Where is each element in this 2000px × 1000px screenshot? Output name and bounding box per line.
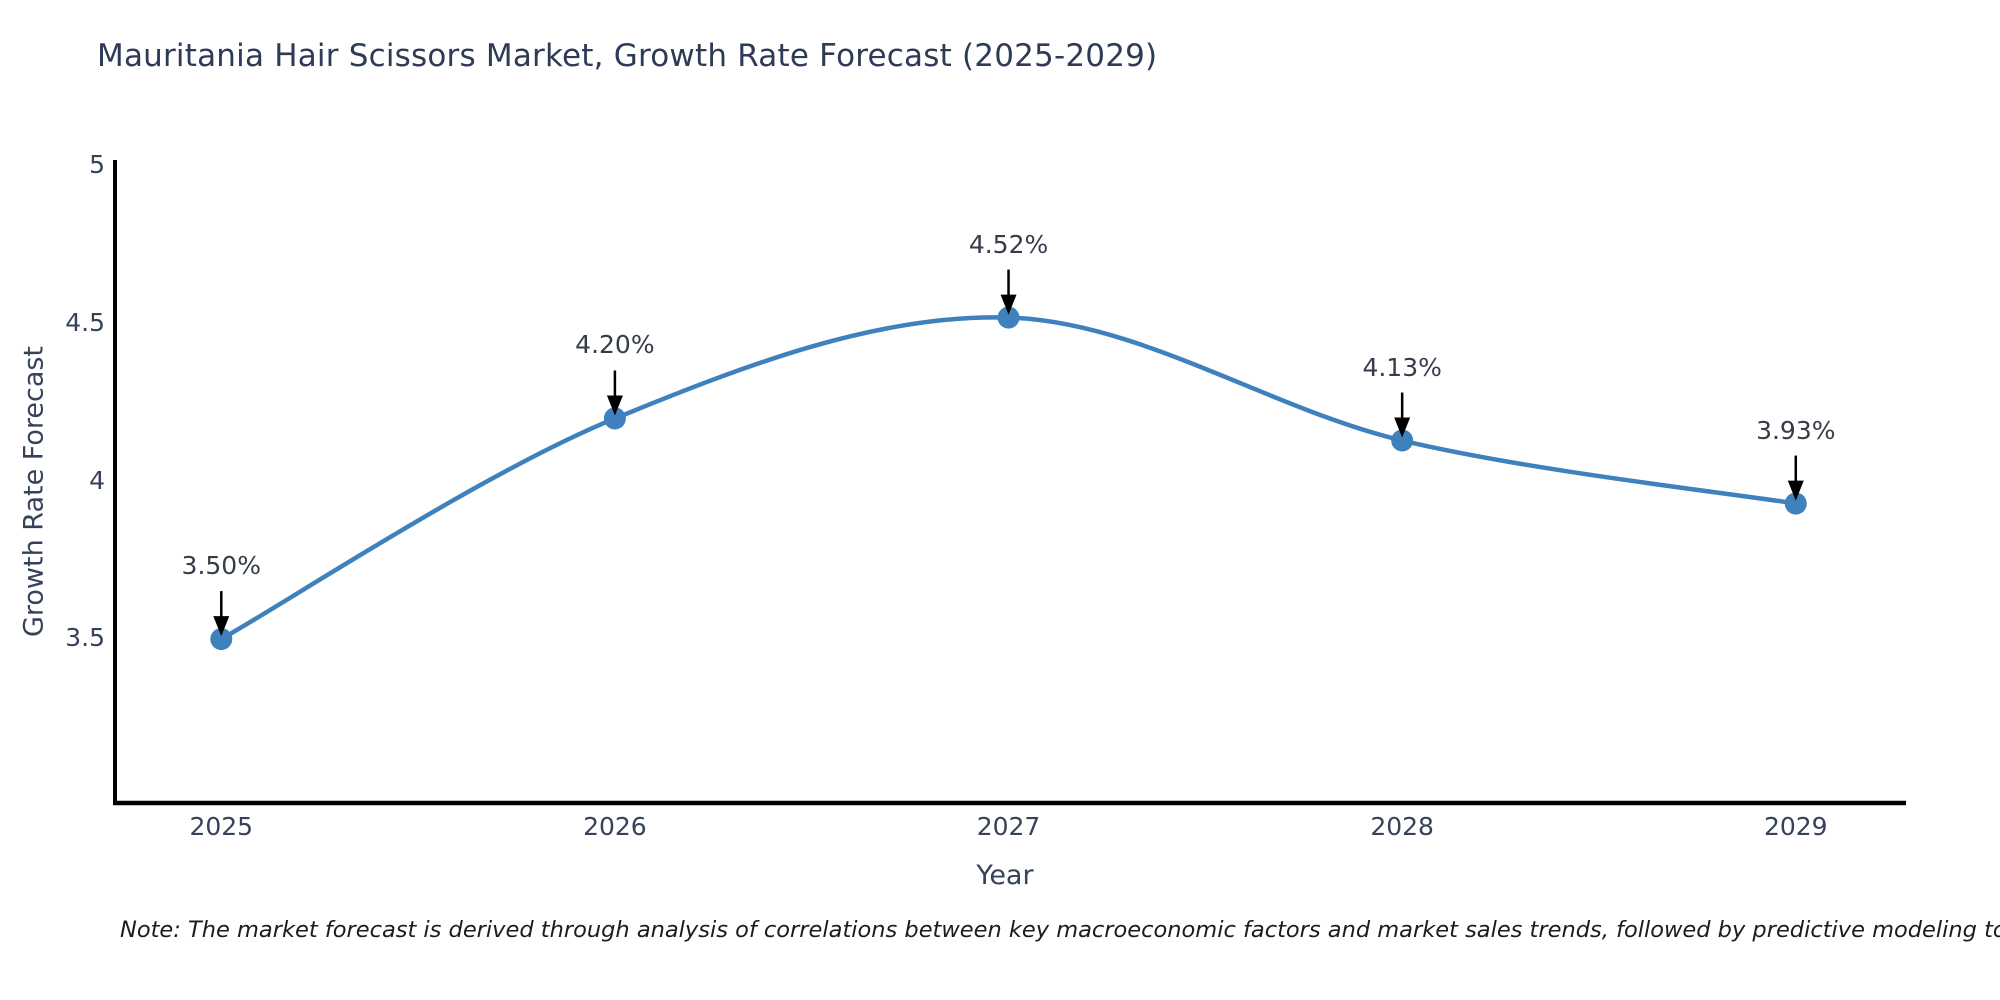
y-tick-label: 4 (89, 465, 105, 495)
annotation-arrowhead (213, 616, 230, 637)
data-point-marker (997, 306, 1020, 329)
y-tick-label: 5 (89, 150, 105, 180)
data-point-marker (1784, 492, 1807, 515)
data-point-marker (210, 628, 233, 651)
trend-line (219, 315, 1799, 642)
chart-title: Mauritania Hair Scissors Market, Growth … (97, 38, 1158, 74)
x-tick-label: 2029 (1763, 812, 1828, 841)
point-annotation: 4.13% (1362, 352, 1442, 382)
x-tick-label: 2026 (583, 812, 647, 841)
point-annotation: 3.50% (181, 551, 261, 581)
footnote: Note: The market forecast is derived thr… (120, 917, 2000, 943)
x-tick-label: 2028 (1370, 812, 1434, 841)
point-annotation: 4.20% (575, 330, 655, 360)
annotation-arrowhead (1787, 480, 1804, 501)
annotation-arrowhead (606, 395, 623, 416)
annotation-arrowhead (1394, 417, 1411, 438)
annotation-arrowhead (1000, 294, 1017, 315)
x-axis-title: Year (976, 860, 1034, 891)
x-tick-label: 2025 (189, 812, 254, 841)
y-tick-label: 4.5 (65, 307, 105, 337)
x-tick-label: 2027 (976, 812, 1041, 841)
data-point-marker (603, 407, 626, 430)
point-annotation: 4.52% (968, 229, 1049, 259)
data-point-marker (1391, 429, 1414, 452)
y-tick-label: 3.5 (65, 623, 105, 653)
point-annotation: 3.93% (1756, 415, 1836, 445)
